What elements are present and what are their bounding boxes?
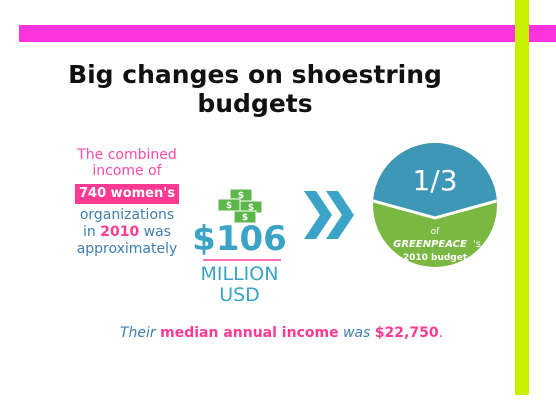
circle-fraction: 1/3 bbox=[412, 164, 457, 197]
svg-text:$: $ bbox=[248, 203, 254, 213]
desc-line-4-prefix: in bbox=[83, 224, 96, 240]
circle-of-label: of bbox=[431, 227, 441, 237]
double-chevron-right-icon bbox=[304, 191, 354, 239]
bottom-word-their: Their bbox=[120, 325, 156, 341]
desc-line-3: organizations bbox=[79, 207, 175, 223]
svg-text:$: $ bbox=[226, 201, 232, 211]
amount-unit-usd: USD bbox=[219, 284, 260, 306]
lime-side-bar bbox=[515, 0, 529, 395]
bottom-period: . bbox=[438, 325, 444, 341]
desc-line-4-suffix: was bbox=[143, 224, 171, 240]
circle-org-suffix: 's bbox=[473, 239, 481, 250]
circle-budget-label: 2010 budget bbox=[403, 253, 468, 263]
desc-line-4: in 2010 was bbox=[58, 224, 196, 241]
income-description: The combined income of 740 women's organ… bbox=[58, 147, 196, 258]
income-amount: $106 bbox=[192, 219, 287, 259]
svg-text:$: $ bbox=[238, 191, 244, 201]
bottom-highlight: median annual income bbox=[160, 325, 339, 341]
amount-unit-million: MILLION bbox=[200, 263, 279, 285]
magenta-header-bar bbox=[19, 25, 556, 42]
slide-title: Big changes on shoestring budgets bbox=[60, 60, 450, 118]
bottom-word-was: was bbox=[343, 325, 371, 341]
median-income-statement: Their median annual income was $22,750. bbox=[120, 325, 520, 341]
greenpeace-fraction-circle: 1/3 of GREENPEACE 's 2010 budget bbox=[373, 143, 497, 267]
desc-line-2: income of bbox=[92, 163, 162, 179]
title-line-2: budgets bbox=[197, 89, 313, 118]
money-stack-icon: $ $ $ $ bbox=[217, 188, 263, 224]
title-line-1: Big changes on shoestring bbox=[68, 60, 442, 89]
amount-underline bbox=[203, 259, 281, 261]
desc-line-1: The combined bbox=[77, 147, 177, 163]
desc-year: 2010 bbox=[100, 224, 140, 240]
circle-org-name: GREENPEACE bbox=[393, 239, 467, 250]
svg-text:$: $ bbox=[242, 213, 248, 223]
bottom-value: $22,750 bbox=[374, 325, 439, 341]
desc-line-5: approximately bbox=[76, 241, 178, 257]
top-cropped-text bbox=[0, 0, 200, 5]
organizations-count-badge: 740 women's bbox=[75, 184, 179, 204]
